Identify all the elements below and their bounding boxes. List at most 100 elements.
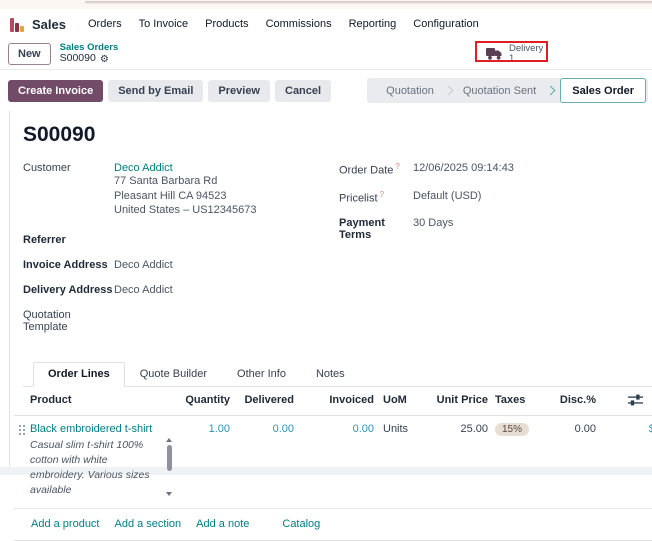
payment-terms-label: Payment Terms bbox=[339, 217, 385, 242]
invoiced-cell[interactable]: 0.00 bbox=[352, 422, 374, 435]
referrer-label: Referrer bbox=[23, 233, 66, 246]
customer-field: Customer Deco Addict 77 Santa Barbara Rd… bbox=[23, 162, 339, 218]
order-date-label: Order Date? bbox=[339, 162, 400, 177]
page-background-bottom bbox=[0, 467, 652, 475]
new-button[interactable]: New bbox=[8, 43, 51, 65]
window-top-strip bbox=[0, 0, 652, 9]
menu-configuration[interactable]: Configuration bbox=[413, 18, 479, 30]
status-step-sales-order[interactable]: Sales Order bbox=[560, 78, 646, 103]
col-invoiced[interactable]: Invoiced bbox=[329, 393, 374, 406]
statusbar: Quotation Quotation Sent Sales Order bbox=[367, 78, 648, 103]
add-a-section-link[interactable]: Add a section bbox=[114, 517, 182, 530]
delivery-label: Delivery bbox=[509, 43, 544, 54]
pricelist-label: Pricelist? bbox=[339, 189, 384, 205]
drag-handle-icon[interactable] bbox=[14, 423, 30, 437]
disc-cell[interactable]: 0.00 bbox=[574, 422, 596, 435]
help-marker-icon: ? bbox=[379, 189, 384, 199]
tab-order-lines[interactable]: Order Lines bbox=[33, 361, 125, 387]
form-sheet: S00090 Customer Deco Addict 77 Santa Bar… bbox=[9, 111, 652, 541]
payment-terms-value[interactable]: 30 Days bbox=[413, 217, 454, 230]
tax-badge[interactable]: 15% bbox=[495, 422, 530, 436]
invoice-address-value[interactable]: Deco Addict bbox=[114, 258, 173, 271]
product-description-wrap: Casual slim t-shirt 100% cotton with whi… bbox=[30, 437, 176, 498]
customer-address-line: United States – US12345673 bbox=[114, 204, 257, 216]
order-date-field[interactable]: Order Date? 12/06/2025 09:14:43 bbox=[339, 162, 652, 177]
main-navbar: Sales Orders To Invoice Products Commiss… bbox=[0, 9, 652, 39]
uom-cell[interactable]: Units bbox=[383, 422, 409, 435]
customer-address-line: 77 Santa Barbara Rd bbox=[114, 175, 218, 187]
payment-terms-field[interactable]: Payment Terms 30 Days bbox=[339, 217, 652, 241]
product-description[interactable]: Casual slim t-shirt 100% cotton with whi… bbox=[30, 438, 150, 496]
quotation-template-field[interactable]: Quotation Template bbox=[23, 309, 339, 333]
unit-price-cell[interactable]: 25.00 bbox=[460, 422, 488, 435]
app-name[interactable]: Sales bbox=[32, 16, 66, 32]
delivery-address-field[interactable]: Delivery Address Deco Addict bbox=[23, 284, 339, 296]
breadcrumb-current-label: S00090 bbox=[59, 52, 96, 65]
top-shadow-line bbox=[85, 1, 652, 4]
add-a-note-link[interactable]: Add a note bbox=[196, 517, 250, 530]
cancel-button[interactable]: Cancel bbox=[275, 79, 332, 102]
scroll-down-icon[interactable] bbox=[166, 491, 172, 496]
invoice-address-label: Invoice Address bbox=[23, 258, 108, 271]
delivery-address-value[interactable]: Deco Addict bbox=[114, 283, 173, 296]
subtotal-partial-value: $ bbox=[648, 422, 652, 435]
menu-commissions[interactable]: Commissions bbox=[265, 18, 332, 30]
status-step-quotation-sent[interactable]: Quotation Sent bbox=[462, 84, 537, 97]
status-step-quotation[interactable]: Quotation bbox=[386, 84, 434, 97]
create-invoice-button[interactable]: Create Invoice bbox=[8, 79, 104, 102]
table-header-row: Product Quantity Delivered Invoiced UoM … bbox=[14, 387, 652, 416]
pricelist-value[interactable]: Default (USD) bbox=[413, 189, 482, 202]
taxes-cell[interactable]: 15% bbox=[488, 422, 548, 436]
quotation-template-label: Quotation Template bbox=[23, 308, 71, 333]
menu-products[interactable]: Products bbox=[205, 18, 249, 30]
col-uom[interactable]: UoM bbox=[383, 393, 407, 406]
col-options bbox=[596, 394, 652, 409]
col-disc[interactable]: Disc.% bbox=[559, 393, 596, 406]
scroll-up-icon[interactable] bbox=[166, 437, 172, 442]
menu-to-invoice[interactable]: To Invoice bbox=[138, 18, 189, 30]
tab-quote-builder[interactable]: Quote Builder bbox=[139, 367, 208, 380]
delivery-smart-button-text: Delivery 1 bbox=[509, 44, 543, 64]
order-lines-table: Product Quantity Delivered Invoiced UoM … bbox=[14, 387, 652, 541]
description-scrollbar[interactable] bbox=[164, 437, 174, 496]
customer-value-link[interactable]: Deco Addict bbox=[114, 162, 173, 174]
col-unit-price[interactable]: Unit Price bbox=[436, 393, 488, 406]
delivered-cell[interactable]: 0.00 bbox=[272, 422, 294, 435]
product-link[interactable]: Black embroidered t-shirt bbox=[30, 422, 153, 435]
delivery-smart-button[interactable]: Delivery 1 bbox=[480, 43, 549, 65]
preview-button[interactable]: Preview bbox=[208, 79, 270, 102]
tab-notes[interactable]: Notes bbox=[315, 367, 345, 380]
add-a-product-link[interactable]: Add a product bbox=[31, 517, 100, 530]
breadcrumb-current: S00090 ⚙ bbox=[60, 53, 119, 65]
pricelist-field[interactable]: Pricelist? Default (USD) bbox=[339, 190, 652, 205]
product-cell: Black embroidered t-shirt Casual slim t-… bbox=[30, 423, 176, 498]
fields-left-column: Customer Deco Addict 77 Santa Barbara Rd… bbox=[23, 162, 339, 346]
scrollbar-thumb[interactable] bbox=[166, 444, 172, 471]
customer-address-line: Pleasant Hill CA 94523 bbox=[114, 189, 227, 202]
referrer-field[interactable]: Referrer bbox=[23, 234, 339, 246]
delivery-count: 1 bbox=[509, 52, 515, 64]
sliders-icon[interactable] bbox=[628, 394, 643, 409]
table-row[interactable]: Black embroidered t-shirt Casual slim t-… bbox=[14, 416, 652, 509]
order-date-value[interactable]: 12/06/2025 09:14:43 bbox=[413, 162, 514, 174]
col-product[interactable]: Product bbox=[30, 393, 72, 406]
tab-other-info[interactable]: Other Info bbox=[237, 367, 286, 380]
col-delivered[interactable]: Delivered bbox=[244, 393, 294, 406]
invoice-address-field[interactable]: Invoice Address Deco Addict bbox=[23, 259, 339, 271]
menu-reporting[interactable]: Reporting bbox=[348, 18, 397, 30]
form-fields: Customer Deco Addict 77 Santa Barbara Rd… bbox=[23, 162, 652, 346]
sales-app-icon[interactable] bbox=[10, 17, 25, 32]
customer-label: Customer bbox=[23, 162, 71, 174]
col-taxes[interactable]: Taxes bbox=[495, 393, 526, 406]
menu-orders[interactable]: Orders bbox=[87, 18, 122, 30]
notebook-tabs: Order Lines Quote Builder Other Info Not… bbox=[23, 361, 652, 387]
col-quantity[interactable]: Quantity bbox=[185, 393, 230, 406]
breadcrumb-parent-link[interactable]: Sales Orders bbox=[59, 42, 119, 53]
delivery-address-label: Delivery Address bbox=[23, 283, 113, 296]
catalog-link[interactable]: Catalog bbox=[282, 517, 321, 530]
send-by-email-button[interactable]: Send by Email bbox=[108, 79, 204, 102]
quantity-cell[interactable]: 1.00 bbox=[208, 422, 230, 435]
chevron-right-icon bbox=[545, 85, 556, 96]
help-marker-icon: ? bbox=[395, 162, 400, 171]
gear-icon[interactable]: ⚙ bbox=[99, 53, 109, 65]
